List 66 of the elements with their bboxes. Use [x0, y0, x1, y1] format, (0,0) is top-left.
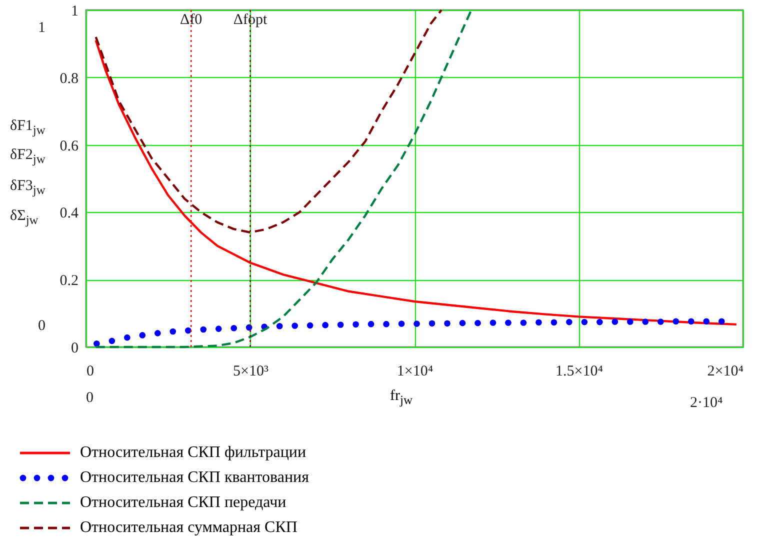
point: [474, 320, 481, 326]
point: [276, 322, 283, 330]
ref-line-label: Δf0: [180, 12, 202, 28]
point: [215, 326, 222, 332]
legend-label: Относительная суммарная СКП: [80, 518, 298, 536]
y-tick-label: 1: [71, 4, 78, 20]
point: [459, 320, 466, 326]
line-series: [94, 8, 472, 348]
point: [368, 320, 374, 328]
text: δF1$_{jw}$: [10, 118, 46, 138]
point: [444, 320, 450, 327]
legend-label: Относительная СКП передачи: [80, 494, 286, 512]
point: [322, 322, 328, 328]
x-tick-label: 1×10⁴: [396, 364, 434, 380]
point: [642, 318, 649, 325]
point: [627, 318, 634, 325]
point: [581, 318, 588, 326]
point: [398, 320, 405, 327]
point: [657, 318, 664, 325]
point: [200, 326, 207, 333]
x-tick-label: 2×10⁴: [707, 364, 744, 380]
x-tick-label: 5×10³: [233, 364, 269, 380]
text: 0: [38, 318, 46, 335]
text: δΣ$_{jw}$: [10, 208, 38, 228]
point: [688, 318, 694, 325]
point: [672, 318, 680, 325]
y-tick-label: 0.4: [60, 206, 79, 222]
point: [124, 334, 130, 341]
point: [306, 322, 314, 329]
text: 2·10⁴: [690, 395, 723, 412]
x-tick-label: 1.5×10⁴: [556, 364, 603, 380]
point: [596, 318, 603, 326]
point: [230, 324, 238, 332]
y-tick-label: 0.2: [60, 273, 78, 290]
point: [94, 340, 100, 347]
x-axis-title: fr$_{jw}$: [390, 388, 412, 408]
point: [566, 318, 572, 326]
text: δF2$_{jw}$: [10, 147, 46, 167]
point: [703, 318, 710, 325]
point: [718, 318, 725, 325]
point: [184, 327, 192, 334]
point: [505, 320, 512, 326]
point: [139, 332, 146, 338]
point: [108, 338, 116, 344]
point: [520, 320, 527, 326]
x-tick-label: 0: [86, 364, 94, 380]
point: [550, 319, 558, 326]
y-tick-label: 0.6: [60, 138, 79, 154]
point: [292, 322, 298, 329]
point: [490, 320, 496, 326]
point: [428, 320, 436, 327]
y-tick-label: 0.8: [60, 70, 78, 87]
legend-label: Относительная СКП фильтрации: [80, 444, 306, 462]
text: 0: [86, 390, 94, 407]
point: [352, 321, 359, 328]
point: [612, 318, 618, 325]
text: 1: [38, 20, 46, 37]
point: [414, 320, 420, 327]
legend-label: Относительная СКП квантования: [80, 468, 309, 486]
point: [383, 320, 390, 328]
text: δF3$_{jw}$: [10, 178, 46, 198]
point: [337, 322, 344, 328]
point: [154, 330, 161, 336]
y-tick-label: 0: [71, 340, 78, 356]
point: [536, 319, 542, 326]
point: [170, 328, 176, 335]
